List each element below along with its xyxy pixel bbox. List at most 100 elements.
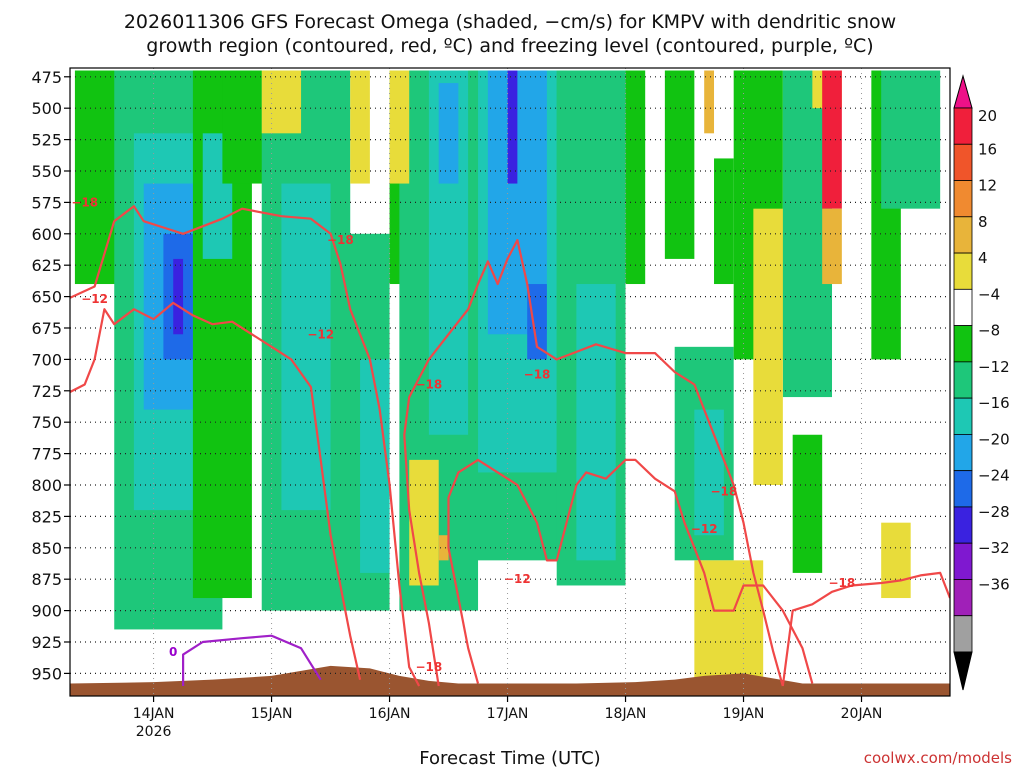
y-tick-label-875: 875 <box>31 570 62 589</box>
y-tick-label-550: 550 <box>31 162 62 181</box>
x-tick-label-18jan: 18JAN <box>605 706 647 722</box>
y-tick-label-750: 750 <box>31 413 62 432</box>
colorbar-label-10: −24 <box>978 467 1010 485</box>
colorbar-swatch-14 <box>953 615 973 653</box>
colorbar-swatch-11 <box>953 506 973 544</box>
y-tick-label-925: 925 <box>31 633 62 652</box>
colorbar-label-5: −4 <box>978 285 1000 303</box>
contour-12-upper <box>70 301 362 680</box>
contour-label-4: −18 <box>415 378 442 392</box>
contour-label-7: −18 <box>415 660 442 674</box>
colorbar-label-3: 8 <box>978 213 988 231</box>
omega-cell-35 <box>350 70 370 184</box>
contour-label-8: −18 <box>710 484 737 498</box>
colorbar-swatch-6 <box>953 325 973 363</box>
colorbar-swatch-7 <box>953 361 973 399</box>
omega-cell-21 <box>527 284 547 360</box>
colorbar-label-8: −16 <box>978 394 1010 412</box>
omega-cell-10 <box>281 183 331 511</box>
omega-cell-39 <box>694 560 764 686</box>
omega-shading <box>74 70 941 686</box>
contour-label-9: −12 <box>691 522 718 536</box>
omega-cell-28 <box>714 158 734 285</box>
colorbar-swatch-2 <box>953 180 973 218</box>
omega-cell-36 <box>389 70 410 184</box>
omega-cell-44 <box>822 70 842 209</box>
x-tick-label-14jan: 14JAN <box>133 706 175 722</box>
chart-title-line-2: growth region (contoured, red, ºC) and f… <box>146 35 873 57</box>
colorbar-swatch-4 <box>953 252 973 290</box>
colorbar-swatch-10 <box>953 470 973 508</box>
contour-18-upper <box>70 205 421 687</box>
colorbar-swatch-0 <box>953 107 973 145</box>
colorbar-swatch-12 <box>953 542 973 580</box>
x-axis-label: Forecast Time (UTC) <box>419 748 600 768</box>
y-tick-label-650: 650 <box>31 288 62 307</box>
x-tick-label-19jan: 19JAN <box>723 706 765 722</box>
omega-cell-31 <box>792 434 823 573</box>
omega-cell-5 <box>173 258 184 335</box>
omega-cell-27 <box>694 409 724 536</box>
contour-label-1: −18 <box>327 233 354 247</box>
colorbar-label-2: 12 <box>978 177 997 195</box>
omega-cell-20 <box>507 70 518 184</box>
colorbar-label-11: −28 <box>978 503 1010 521</box>
y-tick-label-600: 600 <box>31 225 62 244</box>
contour-label-0: −18 <box>71 195 98 209</box>
colorbar-label-13: −36 <box>978 575 1010 593</box>
y-tick-label-675: 675 <box>31 319 62 338</box>
y-tick-label-850: 850 <box>31 539 62 558</box>
y-tick-label-500: 500 <box>31 99 62 118</box>
x-tick-sublabel-year: 2026 <box>136 724 172 740</box>
contour-label-11: 0 <box>169 645 177 659</box>
x-tick-label-15jan: 15JAN <box>251 706 293 722</box>
contour-labels: −18 −18 −12 −12 −18 −18 −12 −18 −18 −12 −18 0 <box>71 195 855 674</box>
colorbar: 20 16 12 8 4 −4 −8 −12 −16 −20 −24 −28 −32 −36 <box>953 74 1010 691</box>
omega-cell-43 <box>881 522 911 599</box>
chart-title-line-1: 2026011306 GFS Forecast Omega (shaded, −… <box>124 11 896 33</box>
contour-label-3: −12 <box>307 327 334 341</box>
omega-cell-37 <box>409 459 439 586</box>
colorbar-label-6: −8 <box>978 322 1000 340</box>
x-tick-label-17jan: 17JAN <box>487 706 529 722</box>
contour-freezing-0c <box>182 634 322 686</box>
colorbar-label-12: −32 <box>978 539 1010 557</box>
omega-cell-12 <box>360 359 390 573</box>
y-tick-label-625: 625 <box>31 256 62 275</box>
site-credit: coolwx.com/models <box>864 749 1012 767</box>
colorbar-label-9: −20 <box>978 430 1010 448</box>
omega-cell-45 <box>822 208 842 285</box>
colorbar-swatch-13 <box>953 579 973 617</box>
colorbar-label-0: 20 <box>978 107 997 125</box>
omega-cell-24 <box>625 70 646 285</box>
colorbar-swatch-3 <box>953 216 973 254</box>
omega-cell-16 <box>438 83 459 184</box>
x-tick-label-16jan: 16JAN <box>369 706 411 722</box>
omega-cell-23 <box>576 284 616 561</box>
x-axis: 14JAN 2026 15JAN 16JAN 17JAN 18JAN 19JAN 20JAN <box>133 696 883 740</box>
y-tick-label-825: 825 <box>31 507 62 526</box>
contour-18-lower-loop <box>403 239 784 687</box>
x-tick-label-20jan: 20JAN <box>841 706 883 722</box>
omega-cell-25 <box>664 70 695 259</box>
y-tick-label-700: 700 <box>31 350 62 369</box>
omega-cell-38 <box>438 535 449 561</box>
colorbar-bottom-arrow <box>953 651 973 691</box>
y-tick-label-525: 525 <box>31 131 62 150</box>
y-tick-label-575: 575 <box>31 193 62 212</box>
y-tick-label-725: 725 <box>31 382 62 401</box>
colorbar-label-7: −12 <box>978 358 1010 376</box>
contour-18-right <box>781 571 950 687</box>
colorbar-swatch-1 <box>953 143 973 181</box>
y-tick-label-800: 800 <box>31 476 62 495</box>
dotted-grid <box>70 68 950 696</box>
colorbar-swatch-8 <box>953 397 973 435</box>
colorbar-label-4: 4 <box>978 249 988 267</box>
contour-label-6: −12 <box>504 572 531 586</box>
colorbar-label-1: 16 <box>978 140 997 158</box>
contour-label-5: −18 <box>524 367 551 381</box>
plot-area: −18 −18 −12 −12 −18 −18 −12 −18 −18 −12 −18 0 <box>69 67 951 697</box>
y-tick-label-475: 475 <box>31 68 62 87</box>
y-tick-label-900: 900 <box>31 602 62 621</box>
